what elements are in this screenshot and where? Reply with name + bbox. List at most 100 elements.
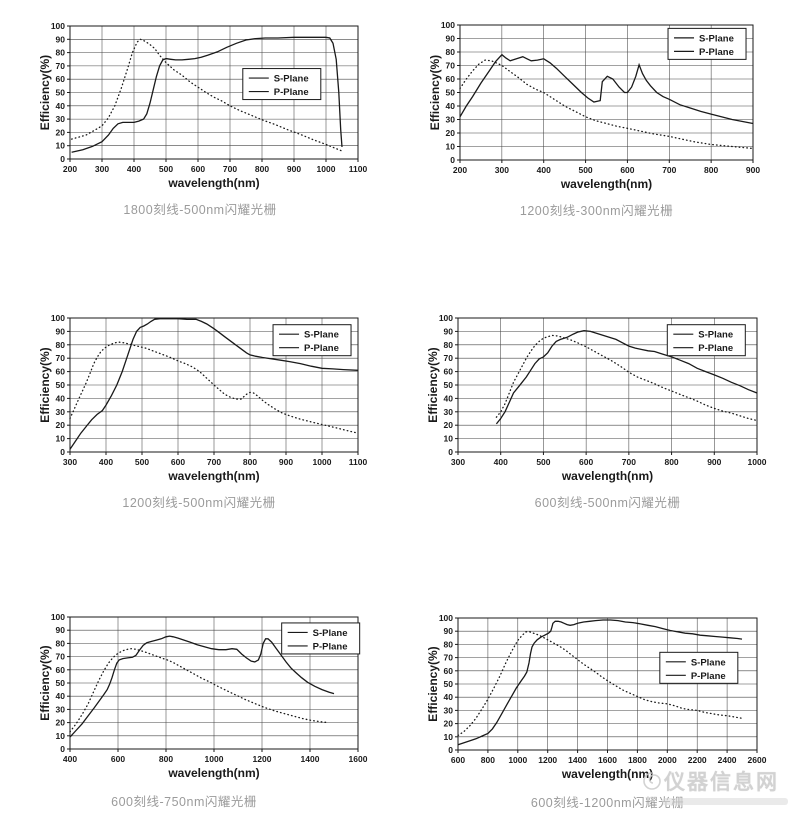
y-tick-label: 90 [56,34,66,44]
y-tick-label: 70 [446,61,456,71]
x-tick-label: 800 [481,755,495,765]
x-tick-label: 900 [279,457,293,467]
x-tick-label: 500 [159,164,173,174]
y-axis-label: Efficiency(%) [38,55,52,130]
x-tick-label: 1100 [349,457,368,467]
x-tick-label: 500 [536,457,550,467]
x-tick-label: 900 [707,457,721,467]
y-tick-label: 90 [56,326,66,336]
x-axis-label: wavelength(nm) [560,177,652,191]
x-tick-label: 1000 [205,754,224,764]
y-tick-label: 60 [56,665,66,675]
series-s-plane [71,36,343,153]
x-tick-label: 1000 [508,755,527,765]
x-tick-label: 800 [159,754,173,764]
y-tick-label: 20 [56,718,66,728]
x-tick-label: 1400 [568,755,587,765]
legend-label: S-Plane [274,74,309,85]
x-tick-label: 800 [255,164,269,174]
y-axis-label: Efficiency(%) [426,646,440,721]
y-tick-label: 100 [51,313,65,323]
legend: S-Plane P-Plane [242,68,322,101]
y-tick-label: 50 [444,679,454,689]
x-tick-label: 600 [451,755,465,765]
y-tick-label: 60 [56,74,66,84]
y-tick-label: 80 [56,340,66,350]
y-tick-label: 10 [444,732,454,742]
y-tick-label: 20 [444,719,454,729]
y-tick-label: 30 [56,407,66,417]
x-tick-label: 400 [494,457,508,467]
x-tick-label: 300 [495,165,509,175]
y-tick-label: 60 [444,666,454,676]
series-s-plane [69,635,335,738]
grating-1800-500: 200 300 400 500 600 700 800 900 1000 1100 0 10 20 30 4… [38,21,367,190]
grating-1200-500: 300 400 500 600 700 800 900 1000 1100 0 10 20 30 40 50… [38,313,367,483]
y-tick-label: 60 [444,367,454,377]
y-tick-label: 90 [444,326,454,336]
x-axis: 200 300 400 500 600 700 800 900 1000 1100 [63,159,367,174]
x-tick-label: 400 [63,754,77,764]
x-tick-label: 900 [746,165,760,175]
y-tick-label: 60 [56,367,66,377]
grating-1200-300: 200 300 400 500 600 700 800 900 0 10 20 30 40 50 60 70 8… [428,20,760,191]
y-tick-label: 0 [60,447,65,457]
x-tick-label: 600 [620,165,634,175]
y-tick-label: 50 [444,380,454,390]
legend: S-Plane P-Plane [666,324,746,357]
y-axis: 0 10 20 30 40 50 60 70 80 90 100 [441,20,460,165]
x-axis: 300 400 500 600 700 800 900 1000 [451,452,767,467]
y-tick-label: 80 [444,639,454,649]
y-tick-label: 30 [444,407,454,417]
y-tick-label: 40 [56,393,66,403]
y-axis: 0 10 20 30 40 50 60 70 80 90 100 [439,613,458,755]
x-tick-label: 1000 [748,457,767,467]
grating-600-750: 400 600 800 1000 1200 1400 1600 0 10 20 30 40 50 60 70… [38,612,368,780]
grid [458,618,757,750]
x-tick-label: 300 [451,457,465,467]
legend-label: P-Plane [698,343,733,354]
y-axis-label: Efficiency(%) [426,347,440,422]
x-tick-label: 1000 [317,164,336,174]
y-tick-label: 40 [56,691,66,701]
legend-label: S-Plane [699,33,734,44]
x-tick-label: 700 [662,165,676,175]
y-tick-label: 50 [56,88,66,98]
x-axis-label: wavelength(nm) [167,176,259,190]
y-tick-label: 10 [56,434,66,444]
x-axis-label: wavelength(nm) [561,767,653,781]
watermark-subtext-bar [662,798,788,805]
x-axis: 400 600 800 1000 1200 1400 1600 [63,749,368,764]
y-tick-label: 30 [56,704,66,714]
x-tick-label: 500 [578,165,592,175]
x-tick-label: 300 [95,164,109,174]
x-tick-label: 600 [579,457,593,467]
legend-label: S-Plane [698,330,733,341]
x-tick-label: 2400 [718,755,737,765]
x-tick-label: 600 [171,457,185,467]
y-tick-label: 50 [56,678,66,688]
y-tick-label: 80 [446,47,456,57]
x-tick-label: 500 [135,457,149,467]
x-tick-label: 600 [191,164,205,174]
x-tick-label: 700 [622,457,636,467]
x-tick-label: 2200 [688,755,707,765]
x-tick-label: 1800 [628,755,647,765]
y-tick-label: 70 [56,652,66,662]
series-s-plane [457,619,743,746]
y-tick-label: 30 [446,115,456,125]
y-tick-label: 30 [444,705,454,715]
chart-caption-2: 1200刻线-300nm闪耀光栅 [519,204,674,218]
y-tick-label: 20 [446,128,456,138]
watermark-row: 仪器信息网 [642,766,798,796]
series-s-plane [495,330,758,425]
y-axis-label: Efficiency(%) [38,645,52,720]
chart-caption-1: 1800刻线-500nm闪耀光栅 [123,203,277,217]
chart-caption-3: 1200刻线-500nm闪耀光栅 [122,496,276,510]
y-tick-label: 10 [56,141,66,151]
chart-caption-6: 600刻线-1200nm闪耀光栅 [530,796,685,810]
y-tick-label: 100 [51,21,65,31]
legend-label: P-Plane [691,671,726,682]
y-tick-label: 100 [441,20,455,30]
